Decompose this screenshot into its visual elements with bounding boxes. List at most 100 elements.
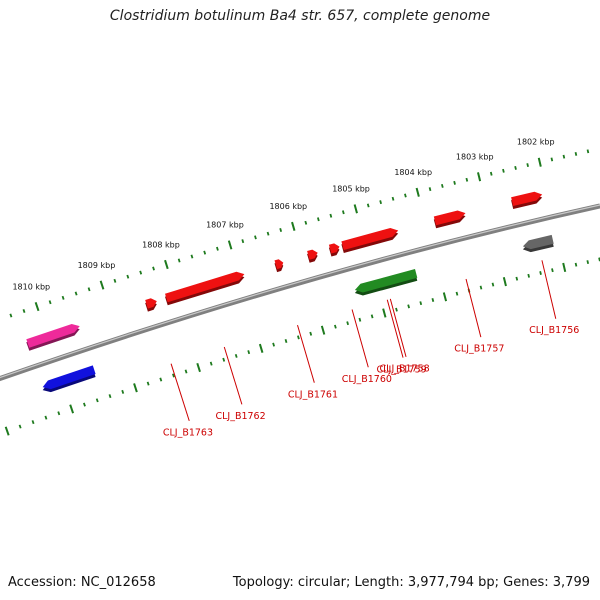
minor-tick [428, 187, 432, 192]
minor-tick [172, 373, 175, 378]
minor-tick [539, 271, 542, 275]
leader-line [465, 278, 482, 338]
accession-text: Accession: NC_012658 [8, 575, 156, 590]
minor-tick [18, 424, 22, 429]
genome-stats-text: Topology: circular; Length: 3,977,794 bp… [232, 575, 590, 590]
scale-label: 1808 kbp [142, 240, 180, 249]
scale-label: 1805 kbp [332, 184, 370, 193]
gene-arrow [165, 271, 245, 303]
major-tick [562, 262, 567, 273]
minor-tick [502, 168, 505, 173]
gene-label: CLJ_B1763 [163, 428, 213, 439]
scale-label: 1802 kbp [517, 138, 555, 147]
minor-tick [404, 193, 407, 198]
minor-tick [108, 394, 112, 399]
minor-tick [31, 420, 35, 425]
gene-arrow [341, 228, 399, 250]
minor-tick [562, 154, 566, 159]
minor-tick [334, 324, 337, 329]
scale-label: 1809 kbp [78, 261, 116, 270]
map-title: Clostridium botulinum Ba4 str. 657, comp… [109, 8, 491, 24]
minor-tick [272, 342, 275, 347]
minor-tick [379, 200, 382, 205]
minor-tick [74, 291, 78, 296]
major-tick [415, 187, 420, 197]
minor-tick [346, 321, 350, 326]
scale-label: 1806 kbp [269, 202, 307, 211]
minor-tick [241, 239, 245, 244]
gene-labels: CLJ_B1756CLJ_B1757CLJ_B1758CLJ_B1759CLJ_… [163, 325, 579, 438]
minor-tick [551, 268, 554, 273]
minor-tick [284, 338, 288, 343]
minor-tick [304, 220, 308, 225]
gene-label: CLJ_B1758 [380, 363, 430, 374]
major-tick [291, 221, 296, 231]
minor-tick [358, 317, 362, 322]
minor-tick [391, 196, 395, 201]
minor-tick [453, 180, 456, 185]
scale-label: 1804 kbp [394, 168, 432, 177]
gene-arrow [522, 234, 554, 250]
leader-line [386, 299, 404, 358]
gene-arrow [354, 269, 418, 293]
minor-tick [216, 246, 219, 251]
leader-line [351, 309, 369, 368]
major-tick [196, 362, 201, 373]
gene-arrow [145, 298, 157, 309]
minor-tick [329, 213, 333, 218]
leader-line [223, 346, 243, 405]
minor-tick [126, 274, 130, 279]
minor-tick [177, 258, 181, 263]
minor-tick [203, 250, 207, 255]
minor-tick [190, 254, 194, 259]
gene-label: CLJ_B1759 [377, 364, 427, 375]
scale-label: 1807 kbp [206, 221, 244, 230]
major-tick [382, 308, 387, 318]
gene-arrow [26, 324, 80, 348]
scale-label: 1810 kbp [12, 283, 50, 292]
minor-tick [515, 276, 519, 281]
minor-tick [366, 203, 370, 208]
minor-tick [574, 262, 578, 267]
major-tick [4, 426, 10, 436]
major-tick [227, 240, 233, 250]
major-tick [69, 404, 75, 414]
minor-tick [309, 331, 313, 336]
minor-tick [22, 309, 26, 314]
gene-arrow [307, 249, 318, 260]
minor-tick [526, 163, 529, 168]
genome-backbone-highlight [0, 204, 600, 379]
major-tick [258, 343, 264, 353]
minor-tick [159, 377, 163, 382]
minor-tick [316, 217, 320, 222]
minor-tick [479, 285, 483, 290]
minor-tick [184, 369, 188, 374]
gene-arrow [274, 259, 284, 270]
leader-line [541, 260, 557, 319]
minor-tick [341, 210, 345, 215]
minor-tick [83, 402, 86, 407]
minor-tick [455, 291, 459, 296]
minor-tick [441, 183, 444, 188]
minor-tick [489, 171, 493, 176]
scale-labels: 1802 kbp 1803 kbp 1804 kbp 1805 kbp 1806 kbp… [12, 138, 554, 292]
major-tick [502, 277, 507, 287]
minor-tick [407, 304, 410, 309]
minor-tick [87, 287, 91, 292]
minor-tick [297, 335, 300, 340]
gene-arrow [42, 365, 96, 390]
minor-tick [247, 350, 251, 355]
minor-tick [527, 273, 530, 278]
minor-tick [152, 266, 155, 271]
major-tick [34, 302, 40, 312]
minor-tick [266, 231, 270, 236]
leader-line [170, 363, 190, 421]
minor-tick [95, 398, 99, 403]
minor-tick [57, 411, 61, 416]
minor-tick [395, 307, 398, 312]
gene-arrow [328, 243, 340, 254]
gene-label: CLJ_B1762 [215, 411, 265, 422]
major-tick [537, 157, 542, 167]
leader-line [297, 324, 315, 383]
